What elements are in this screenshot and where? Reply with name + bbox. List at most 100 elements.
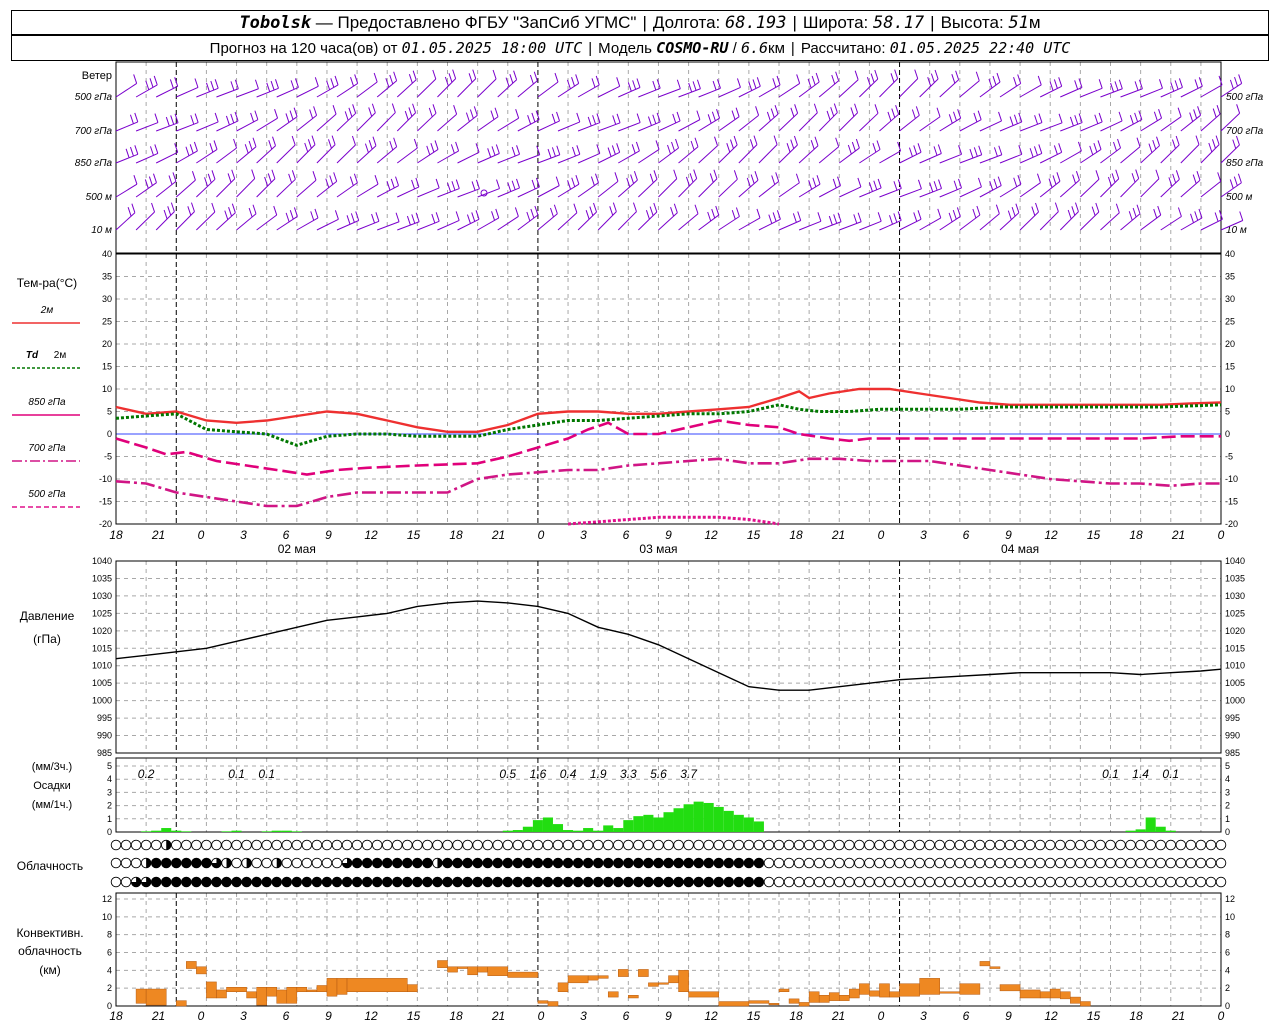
conv-cloud-bar <box>407 984 418 992</box>
cloud-fill <box>472 877 483 887</box>
wind-barb-feather <box>244 144 249 154</box>
wind-barb-feather <box>332 105 337 115</box>
cloud-circle <box>783 857 795 869</box>
wind-barb-feather <box>676 111 681 122</box>
calm-wind-icon <box>480 189 488 197</box>
wind-barb-feather <box>1215 135 1220 145</box>
cloud-cover-icon <box>733 876 745 888</box>
wind-barb <box>818 185 841 198</box>
cloud-circle <box>854 839 865 851</box>
cloud-cover-icon <box>643 857 654 869</box>
wind-barb <box>356 183 379 198</box>
wind-level-label-right: 10 м <box>1226 225 1247 236</box>
wind-barb-feather <box>329 175 334 185</box>
y-tick-label-left: 1040 <box>92 556 112 566</box>
wind-barb <box>638 211 658 231</box>
cloud-cover-icon <box>1135 876 1146 888</box>
wind-barb-feather <box>616 113 621 123</box>
wind-barb-feather <box>847 144 852 155</box>
y-tick-label-left: -15 <box>99 497 112 507</box>
wind-barb <box>658 178 678 198</box>
conv-cloud-bar <box>718 1001 750 1007</box>
wind-barb-feather <box>1196 171 1201 181</box>
precip-bar <box>231 830 242 832</box>
cloud-fill <box>181 858 192 868</box>
wind-barb-feather <box>635 141 640 152</box>
wind-barb-feather <box>692 81 697 91</box>
wind-barb <box>437 150 459 164</box>
wind-barb-feather <box>412 70 417 80</box>
wind-barb <box>196 121 219 132</box>
cloud-cover-icon <box>653 839 664 851</box>
wind-barb-feather <box>1013 77 1018 87</box>
cloud-circle <box>914 839 925 851</box>
cloud-cover-icon <box>643 876 654 888</box>
wind-barb-feather <box>930 73 935 83</box>
cloud-fill <box>623 877 634 887</box>
cloud-cover-icon <box>231 857 242 869</box>
y-tick-label-right: 20 <box>1225 339 1235 349</box>
wind-barb-feather <box>746 177 751 188</box>
cloud-cover-icon <box>673 876 684 888</box>
wind-barb-feather <box>897 141 902 152</box>
wind-barb-feather <box>309 109 314 119</box>
wind-barb-feather <box>866 77 871 87</box>
cloud-fill <box>131 877 141 887</box>
wind-barb-feather <box>404 110 409 121</box>
wind-barb <box>919 116 941 132</box>
cloud-circle <box>934 876 945 888</box>
wind-barb <box>758 218 781 231</box>
precip-3h-total: 0.4 <box>560 767 577 781</box>
wind-barb-feather <box>1098 79 1103 89</box>
cloud-fill <box>452 858 463 868</box>
wind-barb-feather <box>1118 111 1123 122</box>
cloud-circle <box>1205 876 1217 888</box>
cloud-cover-icon <box>201 839 212 851</box>
precip-bar <box>1165 830 1176 832</box>
y-tick-label-left: 15 <box>102 362 112 372</box>
cloud-cover-icon <box>311 876 323 888</box>
cloud-cover-icon <box>884 857 895 869</box>
wind-barb-feather <box>592 115 597 125</box>
cloud-circle <box>241 839 252 851</box>
cloud-fill <box>744 858 754 868</box>
precip-bar <box>693 801 704 832</box>
cloud-cover-icon <box>361 857 373 869</box>
cloud-cover-icon <box>693 876 704 888</box>
cloud-circle <box>994 839 1006 851</box>
cloud-fill <box>573 858 583 868</box>
cloud-circle <box>733 839 745 851</box>
wind-barb <box>1120 88 1143 98</box>
conv-cloud-bar <box>336 978 348 995</box>
cloud-circle <box>834 876 845 888</box>
wind-barb <box>798 112 818 132</box>
wind-barb-feather <box>1177 107 1182 117</box>
wind-barb-feather <box>1168 177 1173 187</box>
cloud-fill <box>523 858 533 868</box>
wind-barb-feather <box>929 182 934 193</box>
cloud-fill <box>754 877 764 887</box>
y-tick-label-left: 10 <box>102 912 112 922</box>
wind-barb-feather <box>330 78 335 88</box>
cloud-cover-icon <box>1105 839 1116 851</box>
wind-barb-feather <box>270 80 275 91</box>
cloud-fill <box>281 877 292 887</box>
precip-bar <box>522 826 533 832</box>
wind-barb <box>1080 149 1102 164</box>
y-tick-label-left: 990 <box>97 731 112 741</box>
wind-barb-feather <box>1175 170 1180 180</box>
cloud-cover-icon <box>291 839 303 851</box>
cloud-cover-icon <box>371 876 383 888</box>
wind-barb-feather <box>551 147 556 157</box>
wind-barb-feather <box>291 170 296 180</box>
wind-barb-feather <box>187 206 192 216</box>
wind-barb <box>216 178 236 198</box>
precip-bar <box>703 802 714 832</box>
wind-barb <box>457 151 480 164</box>
wind-barb-feather <box>448 73 453 83</box>
cloud-circle <box>944 839 956 851</box>
wind-barb-feather <box>393 137 398 147</box>
wind-barb <box>839 186 862 198</box>
cloud-circle <box>944 857 956 869</box>
cloud-cover-icon <box>251 857 262 869</box>
